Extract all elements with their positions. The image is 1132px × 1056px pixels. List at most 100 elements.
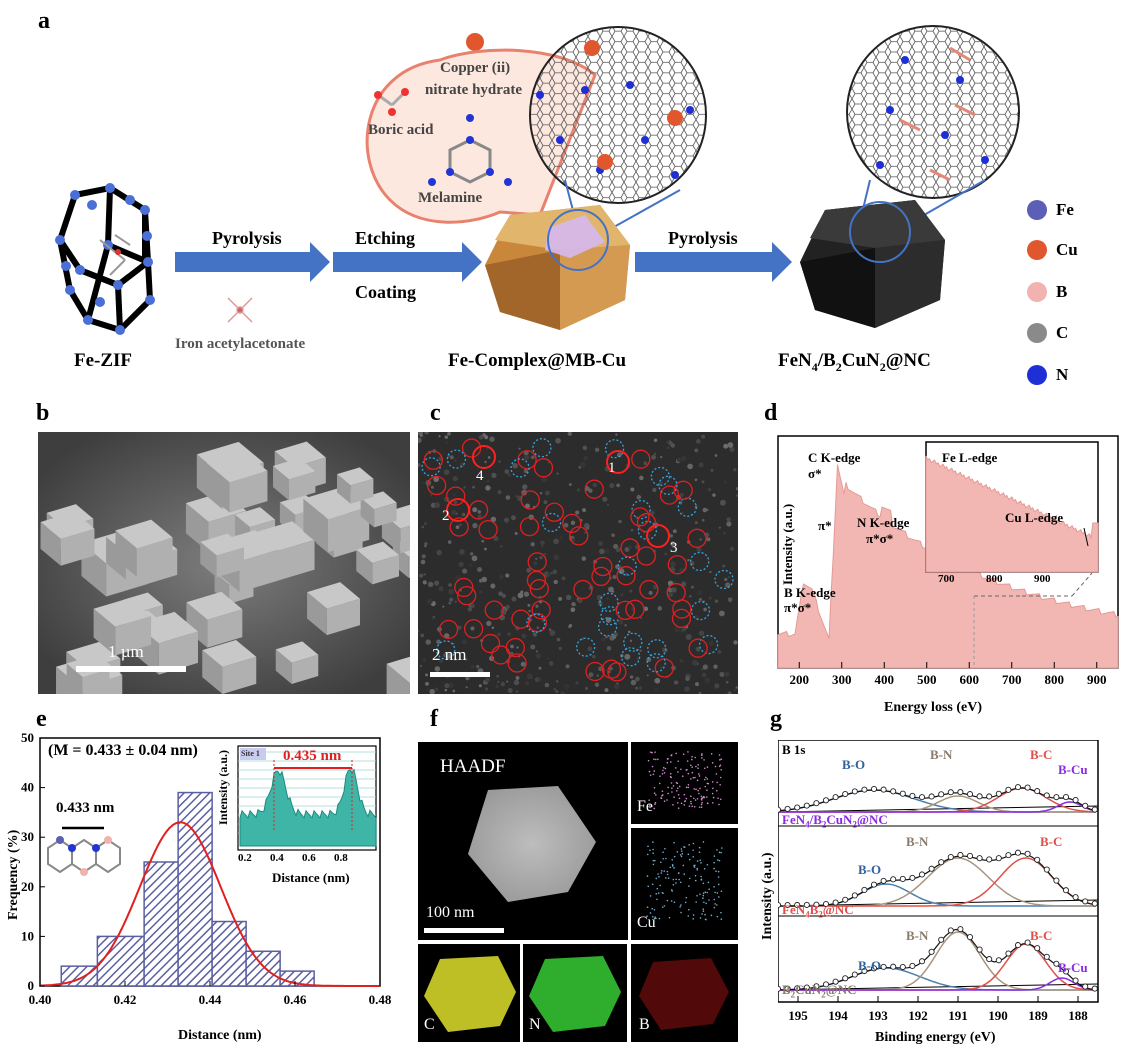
xps-data-point xyxy=(995,790,1002,797)
xps-data-point xyxy=(890,788,897,795)
xps-data-point xyxy=(909,962,916,970)
xps-bot-bo: B-O xyxy=(858,958,882,973)
legend-b: B xyxy=(1056,282,1068,301)
site-circle-red xyxy=(601,659,622,679)
xps-data-point xyxy=(1005,786,1012,793)
xps-data-point xyxy=(822,900,830,908)
xps-mid-bc: B-C xyxy=(1040,834,1063,849)
xps-data-point xyxy=(784,985,791,992)
sem-particle xyxy=(273,458,316,501)
xps-data-point xyxy=(957,789,964,796)
copper-ball xyxy=(466,33,484,51)
histogram-y-tick: 40 xyxy=(21,780,34,795)
map-cu-label: Cu xyxy=(637,914,656,931)
xps-data-point xyxy=(1014,849,1022,856)
xps-data-point xyxy=(832,794,839,801)
site-circle-red xyxy=(423,450,443,470)
xps-data-point xyxy=(1072,796,1079,804)
xps-data-point xyxy=(1082,983,1089,990)
xps-data-point xyxy=(976,793,983,800)
histogram-x-tick: 0.40 xyxy=(29,992,52,1007)
xps-data-point xyxy=(1072,894,1079,901)
site-circle-blue xyxy=(646,653,666,673)
xps-data-point xyxy=(851,788,858,795)
site-circle-red xyxy=(544,502,564,522)
histogram-xlabel: Distance (nm) xyxy=(178,1028,262,1043)
iron-acac-molecule xyxy=(227,297,253,323)
site-circle-red xyxy=(505,637,526,658)
inset-tick-0-8: 0.8 xyxy=(334,852,348,864)
xps-data-point xyxy=(794,804,801,811)
fe-zif-atoms xyxy=(55,183,155,335)
xps-data-point xyxy=(938,859,945,866)
xps-data-point xyxy=(784,901,791,909)
sem-particle xyxy=(360,491,397,528)
xps-data-point xyxy=(909,792,916,799)
polyhedron-complex xyxy=(485,205,630,330)
inset-site-label: Site 1 xyxy=(241,749,260,758)
site-circle-red xyxy=(461,438,482,458)
site-circle-red xyxy=(562,513,582,534)
site-circle-blue xyxy=(446,449,467,469)
legend-n: N xyxy=(1056,365,1069,384)
legend-fe: Fe xyxy=(1056,200,1074,219)
site-circle-red xyxy=(639,579,659,600)
histogram-ylabel: Frequency (%) xyxy=(6,829,21,920)
xps-tick-label: 195 xyxy=(788,1008,808,1023)
xps-top-bn: B-N xyxy=(930,747,953,762)
site-circle-red xyxy=(615,600,636,621)
eels-ylabel: Intensity (a.u.) xyxy=(780,503,795,585)
site-circle-red xyxy=(449,517,469,537)
xps-mid-bn: B-N xyxy=(906,834,929,849)
xps-bot-bc: B-C xyxy=(1030,928,1053,943)
xps-data-point xyxy=(947,854,954,861)
arrow-pyrolysis-2 xyxy=(635,242,792,282)
histogram-x-tick: 0.48 xyxy=(369,992,392,1007)
site-circle-red xyxy=(480,633,501,654)
sem-particles xyxy=(40,441,410,694)
xps-ylabel: Intensity (a.u.) xyxy=(760,852,775,940)
xps-data-point xyxy=(832,978,839,985)
site-circle-red xyxy=(591,566,611,587)
xps-mid-bo: B-O xyxy=(858,862,882,877)
map-n: N xyxy=(523,944,627,1042)
eels-inset-fe-label: Fe L-edge xyxy=(942,450,998,465)
reagent-copper-line2: nitrate hydrate xyxy=(425,82,523,98)
site-circle-red xyxy=(636,546,656,566)
xps-data-point xyxy=(899,875,906,882)
site-number-1: 1 xyxy=(608,460,616,476)
site-circle-red xyxy=(478,519,498,540)
xps-data-point xyxy=(1024,784,1031,791)
xps-data-point xyxy=(1005,852,1012,859)
site-circle-blue xyxy=(541,512,562,533)
xps-data-point xyxy=(1062,794,1070,801)
xps-data-point xyxy=(803,901,810,908)
xps-sample-b2cun2: B2CuN2@NC xyxy=(782,982,857,1000)
label-final-catalyst: FeN4/B2CuN2@NC xyxy=(778,350,931,374)
sem-particle xyxy=(115,519,173,577)
eels-inset-tick-900: 900 xyxy=(1034,573,1051,585)
site-circle-red xyxy=(520,490,540,510)
xps-data-point xyxy=(995,957,1002,964)
site-circle-red xyxy=(529,579,549,599)
xps-data-point xyxy=(1005,950,1012,957)
inset-distance-value: 0.435 nm xyxy=(283,748,342,764)
xps-data-point xyxy=(1082,898,1089,905)
haadf-scale-label: 2 nm xyxy=(432,645,467,664)
inset-xlabel: Distance (nm) xyxy=(272,870,350,885)
panel-label-e: e xyxy=(36,706,47,732)
xps-data-point xyxy=(842,896,849,903)
fe-zif-molecule xyxy=(99,234,131,276)
xps-data-point xyxy=(822,797,830,804)
histogram-y-tick: 20 xyxy=(21,879,34,894)
xps-data-point xyxy=(1024,939,1031,946)
xps-data-point xyxy=(870,785,878,793)
xps-data-point xyxy=(803,984,810,991)
haadf-atomic-image: 2 nm 1 2 3 4 xyxy=(418,432,738,694)
site-circle-blue xyxy=(436,640,456,660)
site-circle-red xyxy=(438,619,459,640)
sem-particle xyxy=(336,467,374,504)
xps-peak-fit xyxy=(778,801,1097,813)
xps-data-point xyxy=(1043,792,1050,799)
histogram-mean-annotation: (M = 0.433 ± 0.04 nm) xyxy=(48,742,198,759)
